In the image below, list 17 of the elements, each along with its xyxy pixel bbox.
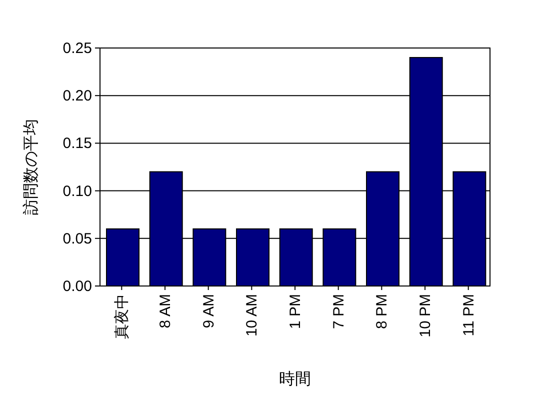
x-tick-label: 11 PM	[460, 294, 478, 336]
x-tick-label: 真夜中	[114, 294, 131, 339]
x-tick-label: 10 PM	[417, 294, 434, 338]
y-tick-label: 0.25	[62, 40, 92, 57]
y-tick-label: 0.15	[62, 135, 92, 152]
x-tick-label: 8 AM	[157, 294, 174, 328]
y-tick-label: 0.10	[62, 182, 92, 200]
y-tick-label: 0.00	[62, 278, 92, 295]
y-tick-label: 0.05	[62, 230, 92, 248]
x-tick-label: 7 PM	[330, 294, 348, 330]
x-tick-label: 9 AM	[200, 294, 218, 328]
x-tick-label: 1 PM	[287, 294, 304, 330]
y-tick-label: 0.20	[62, 88, 92, 105]
x-tick-label: 10 AM	[244, 294, 261, 337]
x-tick-label: 8 PM	[374, 294, 391, 330]
x-axis-title: 時間	[279, 370, 311, 388]
y-axis-title: 訪問数の平均	[22, 119, 40, 215]
